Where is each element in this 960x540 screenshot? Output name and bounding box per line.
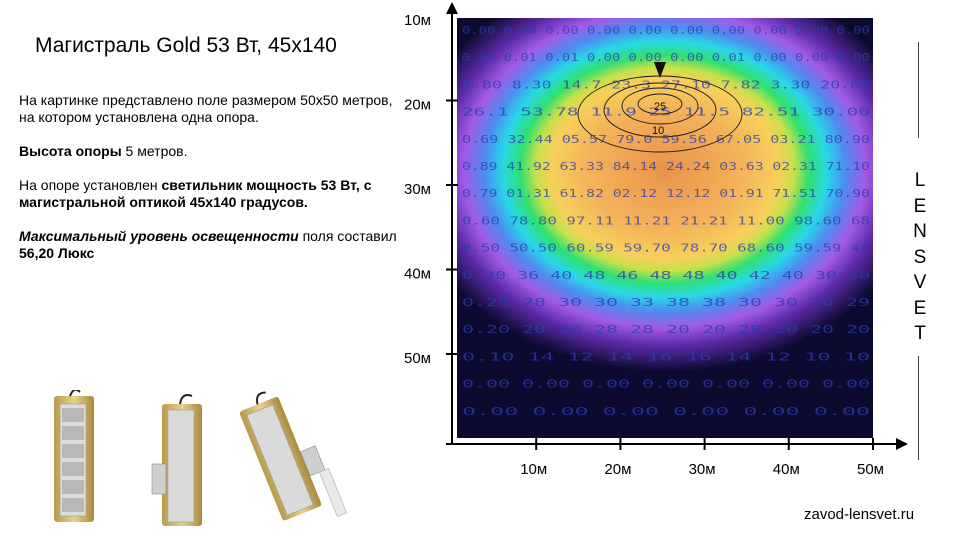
lux-value-row: 0.00 0.00 0.00 0.00 0.00 0.00 0.00 0.00 … — [462, 25, 870, 37]
contour-label-25: 25 — [654, 101, 666, 113]
product-angled-view — [239, 391, 348, 521]
x-tick-label: 50м — [857, 461, 884, 478]
brand-letter: V — [913, 272, 927, 293]
lux-value-row: 0.80 8.30 14.7 23.3 27.10 7.82 3.30 20.0… — [462, 79, 870, 91]
description: На картинке представлено поле размером 5… — [19, 92, 399, 279]
lux-value-row: 0.50 50.50 60.59 59.70 78.70 68.60 59.59… — [462, 243, 870, 255]
y-axis-arrow — [446, 2, 458, 14]
lux-value-row: 0.30 36 40 48 46 48 48 40 42 40 30 30 — [462, 270, 870, 282]
x-axis-arrow — [896, 438, 908, 450]
contour-label-10: 10 — [652, 125, 664, 137]
lux-value-row: 26.1 53.78 11.9 25 11.5 82.51 30.00 — [462, 107, 870, 119]
y-tick-label: 10м — [404, 12, 431, 29]
brand-letter: E — [913, 195, 927, 217]
product-side-view — [151, 394, 202, 526]
lux-value-row: 0.69 32.44 05.57 79.0 59.56 67.05 03.21 … — [462, 134, 870, 146]
brand-letter: E — [913, 297, 927, 319]
isolux-contours — [577, 75, 743, 153]
x-tick-label: 20м — [604, 461, 631, 478]
x-tick-label: 30м — [689, 461, 716, 478]
product-images — [54, 390, 348, 526]
lux-value-row: 0.00 0.00 0.00 0.00 0.00 0.00 0.00 — [462, 379, 870, 391]
y-tick-label: 30м — [404, 181, 431, 198]
description-pole-height: Высота опоры 5 метров. — [19, 143, 188, 159]
lux-value-row: 0.60 78.80 97.11 11.21 21.21 11.00 98.60… — [462, 215, 870, 227]
axes — [446, 2, 908, 450]
lux-value-row: 0.10 14 12 14 16 16 14 12 10 10 — [462, 351, 870, 363]
page-title: Магистраль Gold 53 Вт, 45х140 — [35, 34, 337, 57]
x-tick-label: 40м — [773, 461, 800, 478]
brand-letter: N — [913, 221, 927, 242]
description-field-size: На картинке представлено поле размером 5… — [19, 92, 393, 125]
illuminance-field — [457, 18, 873, 438]
lux-value-row: 0.20 20 20 28 28 20 20 28 20 20 20 — [462, 324, 870, 336]
lux-value-row: 0.00 0.00 0.00 0.00 0.00 0.00 — [462, 406, 870, 418]
brand-letter: L — [914, 170, 926, 191]
brand-letter: T — [914, 323, 926, 344]
product-front-view — [54, 390, 94, 522]
description-max-lux: Максимальный уровень освещенности поля с… — [19, 228, 397, 261]
brand-vertical: L E N S V E T — [908, 168, 932, 347]
luminaire-marker — [654, 62, 666, 78]
y-tick-label: 50м — [404, 350, 431, 367]
lux-value-row: 0.29 28 30 30 33 38 38 30 30 30 29 — [462, 297, 870, 309]
brand-line-top — [918, 42, 919, 138]
y-tick-label: 40м — [404, 266, 431, 283]
lux-value-row: 0.89 41.92 63.33 84.14 24.24 03.63 02.31… — [462, 161, 870, 173]
website-link[interactable]: zavod-lensvet.ru — [804, 506, 915, 523]
y-tick-label: 20м — [404, 97, 431, 114]
brand-letter: S — [913, 246, 927, 268]
lux-value-row: 0.00 0.01 0.01 0.00 0.00 0.00 0.01 0.00 … — [462, 52, 870, 64]
plot-background — [457, 18, 873, 438]
description-luminaire: На опоре установлен светильник мощность … — [19, 177, 372, 210]
lux-value-row: 0.79 01.31 61.82 02.12 12.12 01.91 71.51… — [462, 188, 870, 200]
x-tick-label: 10м — [520, 461, 547, 478]
brand-line-bottom — [918, 356, 919, 460]
